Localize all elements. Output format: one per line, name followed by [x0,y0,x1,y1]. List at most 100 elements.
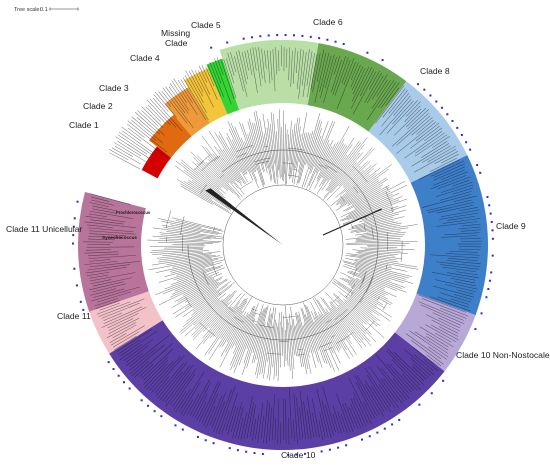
leaf-label-stroke [91,199,114,206]
leaf-label-stroke [359,69,375,97]
branch [322,298,349,334]
branch [348,271,397,291]
branch-arc [353,268,357,278]
clade-label-missing-line-2: Clade [165,38,188,48]
tip-marker [210,46,213,49]
branch-arc [297,353,305,356]
clade-label-2: Clade 2 [83,101,113,111]
leaf-label-stroke [157,362,188,399]
branch [267,118,276,184]
leaf-label-stroke [351,66,373,109]
branch [155,267,225,295]
tip-marker [72,242,75,245]
leaf-label-stroke [369,70,380,90]
leaf-label-stroke [117,328,153,352]
clade-band-clade-2 [149,114,192,158]
leaf-label-stroke [425,314,460,332]
leaf-label-stroke [118,131,153,156]
leaf-label-stroke [194,70,214,108]
branch [313,312,334,354]
leaf-label-stroke [106,322,137,338]
leaf-label-stroke [380,82,400,109]
leaf-label-stroke [449,250,478,253]
branch-arc [219,174,225,179]
leaf-label-stroke [435,261,481,267]
branch-arc [259,324,274,328]
branch [331,307,363,349]
branch [352,249,408,254]
leaf-label-stroke [332,55,346,95]
branch-arc [254,157,271,163]
leaf-label-stroke [394,108,422,136]
tip-marker [334,40,337,43]
branch [312,298,342,349]
branch [171,276,212,295]
clade-label-11: Clade 11 [57,311,91,321]
branch [329,312,352,345]
branch [335,165,372,198]
leaf-label-stroke [418,159,460,180]
leaf-label-stroke [92,205,118,212]
clade-label-missing-line-1: Missing [161,28,190,38]
branch [296,323,304,367]
branch-arc [213,156,221,162]
leaf-label-stroke [437,176,471,189]
leaf-label-stroke [237,417,244,439]
leaf-label-stroke [170,368,197,406]
leaf-label-stroke [90,219,124,225]
leaf-label-stroke [442,266,476,273]
leaf-label-stroke [255,47,262,87]
leaf-label-stroke [277,398,280,445]
branch [367,246,398,248]
clade-labels: Clade 1 Clade 2 Clade 3 Clade 4 Missing … [6,17,550,460]
leaf-label-stroke [392,100,414,125]
tip-marker [242,37,245,40]
leaf-label-stroke [369,366,399,409]
leaf-label-stroke [90,196,109,202]
branch [159,238,222,242]
leaf-label-stroke [409,330,449,358]
branch [330,304,361,343]
branch [151,250,209,255]
branch [188,278,228,303]
branch [219,312,249,368]
branch [253,111,268,173]
branch [184,282,220,303]
tip-marker [212,442,215,445]
branch [273,113,279,178]
branch [284,124,286,175]
leaf-label-stroke [440,264,479,270]
tip-marker [147,404,150,407]
tip-marker [245,450,248,453]
branch [187,179,232,210]
leaf-label-stroke [243,395,253,440]
leaf-label-stroke [216,57,224,76]
leaf-label-stroke [350,62,359,81]
branch [360,278,385,290]
leaf-label-stroke [321,399,332,439]
leaf-label-stroke [86,271,110,277]
branch [296,132,309,186]
branch [163,227,201,233]
branch [305,113,320,165]
tip-marker [73,217,76,220]
leaf-label-stroke [451,298,470,305]
branch [345,278,393,304]
branch [156,259,218,273]
leaf-label-stroke [314,53,327,103]
tip-marker [284,34,287,37]
leaf-label-stroke [307,53,315,98]
branch [216,306,239,336]
leaf-label-stroke [101,307,147,328]
branch [208,159,230,184]
branch [255,326,266,375]
leaf-label-stroke [189,379,210,416]
branch [172,279,228,315]
leaf-label-stroke [103,306,143,324]
clade-label-1: Clade 1 [69,120,99,130]
leaf-label-stroke [269,50,273,81]
leaf-label-stroke [227,52,235,76]
leaf-label-stroke [350,403,362,429]
leaf-label-stroke [354,375,378,417]
branch [318,316,336,350]
